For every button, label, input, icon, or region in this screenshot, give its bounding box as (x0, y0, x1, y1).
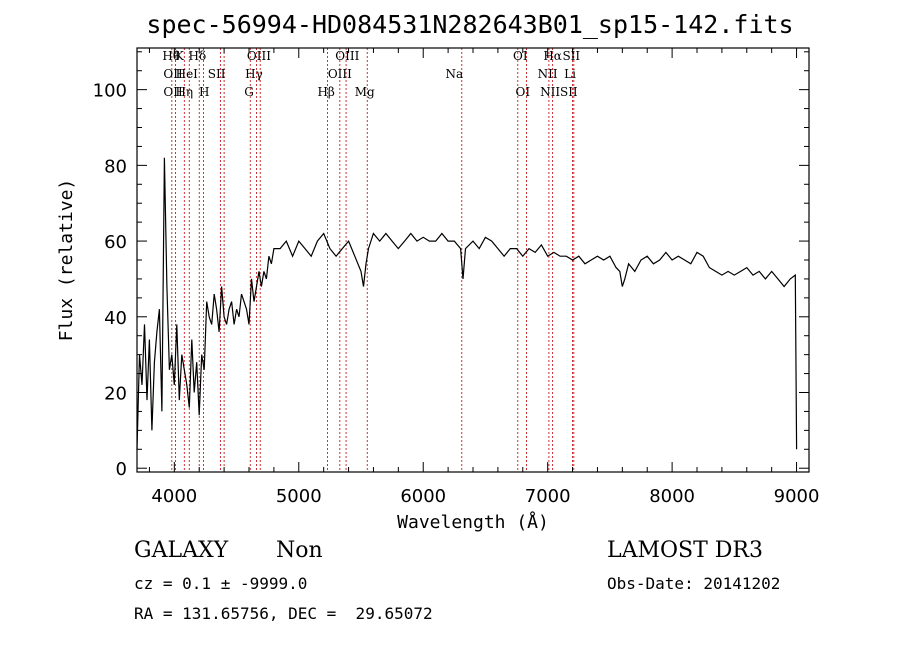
spectral-line-label: H (199, 85, 209, 99)
x-tick-label: 6000 (400, 486, 446, 507)
x-axis-ticks: 4000 5000 6000 7000 8000 9000 (148, 48, 820, 507)
redshift-readout: cz = 0.1 ± -9999.0 (134, 574, 308, 593)
object-class: GALAXY (134, 538, 229, 563)
spectral-line-label: OII (163, 85, 183, 99)
spectral-line-label: NII (540, 85, 560, 99)
y-axis-label: Flux (relative) (56, 179, 77, 342)
spectral-line-label: OI (513, 49, 528, 63)
x-axis-label: Wavelength (Å) (397, 511, 549, 533)
chart-title: spec-56994-HD084531N282643B01_sp15-142.f… (146, 10, 793, 39)
spectral-line-label: Li (564, 67, 576, 81)
x-tick-label: 7000 (525, 486, 571, 507)
spectral-line-label: OIII (335, 49, 359, 63)
spectral-line-label: SII (208, 67, 226, 81)
plot-frame (136, 47, 810, 473)
spectral-line-label: OIII (328, 67, 352, 81)
spectral-line-label: OIII (247, 49, 271, 63)
spectral-line-label: NII (538, 67, 558, 81)
survey-name: LAMOST DR3 (607, 538, 763, 563)
y-axis-ticks: 0 20 40 60 80 100 (93, 51, 809, 480)
x-tick-label: 8000 (649, 486, 695, 507)
observation-date: Obs-Date: 20141202 (607, 574, 781, 593)
spectral-line-label: SII (560, 85, 578, 99)
marker-lines (171, 48, 575, 472)
spectrum-series-line (136, 157, 798, 450)
spectral-line-label: HeI (176, 67, 199, 81)
x-tick-label: 4000 (151, 486, 197, 507)
spectral-line-label: OI (515, 85, 530, 99)
object-subclass: Non (276, 538, 323, 563)
spectral-line-label: K (175, 49, 185, 63)
y-tick-label: 80 (104, 156, 127, 177)
spectral-line-label: SII (562, 49, 580, 63)
spectral-line-label: Hη (175, 85, 193, 99)
spectral-line-label: Hδ (189, 49, 207, 63)
y-tick-label: 20 (104, 384, 127, 405)
x-tick-label: 5000 (276, 486, 322, 507)
spectral-line-label: Mg (355, 85, 375, 99)
spectral-line-label: Na (446, 67, 464, 81)
y-tick-label: 40 (104, 308, 127, 329)
y-tick-label: 100 (93, 81, 127, 102)
spectral-line-label: Hγ (245, 67, 263, 81)
spectral-line-label: Hθ (162, 49, 180, 63)
spectral-line-label: G (244, 85, 254, 99)
y-tick-label: 60 (104, 232, 127, 253)
spectral-line-label: OII (163, 67, 183, 81)
spectral-line-label: Hα (543, 49, 562, 63)
y-tick-label: 0 (116, 459, 127, 480)
x-tick-label: 9000 (774, 486, 820, 507)
spectral-line-label: Hβ (317, 85, 334, 99)
coordinates-readout: RA = 131.65756, DEC = 29.65072 (134, 604, 433, 623)
